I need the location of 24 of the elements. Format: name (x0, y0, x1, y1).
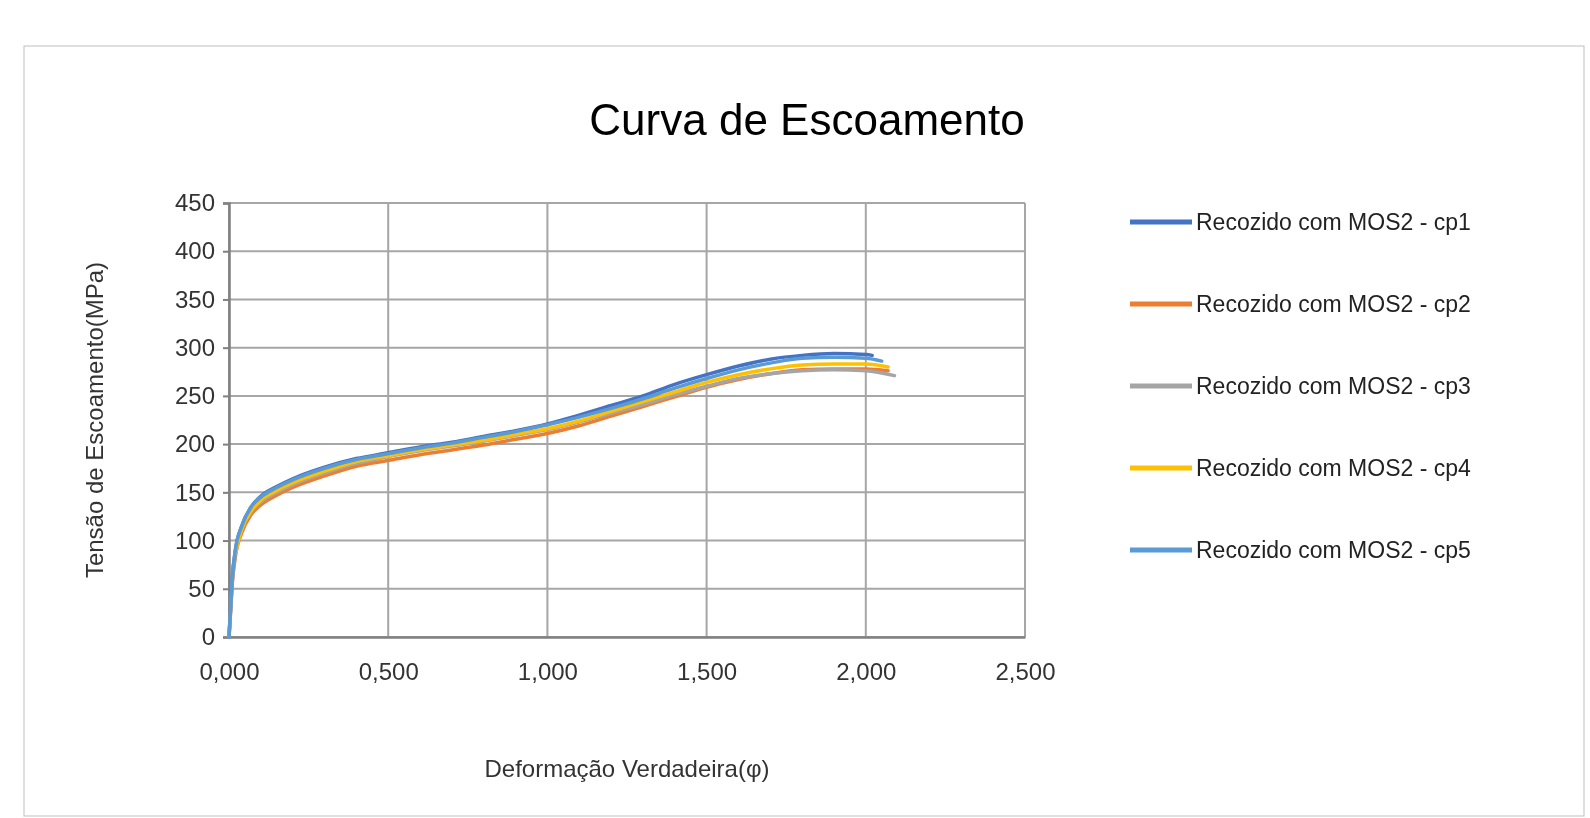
y-tick-label: 350 (174, 285, 215, 313)
x-tick-label: 2,000 (836, 658, 897, 686)
legend-label: Recozido com MOS2 - cp1 (1196, 209, 1471, 235)
y-axis-title: Tensão de Escoamento(MPa) (81, 261, 108, 579)
y-tick-label: 400 (174, 237, 215, 265)
y-tick-label: 50 (188, 574, 215, 602)
x-tick-label: 0,500 (358, 658, 419, 686)
x-tick-label: 0,000 (199, 658, 260, 686)
x-tick-label: 2,500 (995, 658, 1056, 686)
chart-title: Curva de Escoamento (589, 95, 1025, 144)
y-tick-label: 150 (174, 478, 215, 506)
x-tick-label: 1,000 (517, 658, 578, 686)
legend-label: Recozido com MOS2 - cp2 (1196, 291, 1471, 317)
y-tick-label: 300 (174, 333, 215, 361)
legend-label: Recozido com MOS2 - cp3 (1196, 373, 1471, 399)
legend-label: Recozido com MOS2 - cp5 (1196, 537, 1471, 563)
y-tick-label: 250 (174, 382, 215, 410)
y-tick-label: 100 (174, 526, 215, 554)
y-tick-label: 200 (174, 430, 215, 458)
x-axis-title: Deformação Verdadeira(φ) (484, 755, 770, 782)
y-tick-label: 0 (201, 623, 215, 651)
y-tick-label: 450 (174, 189, 215, 217)
x-tick-label: 1,500 (677, 658, 738, 686)
legend-label: Recozido com MOS2 - cp4 (1196, 455, 1472, 481)
